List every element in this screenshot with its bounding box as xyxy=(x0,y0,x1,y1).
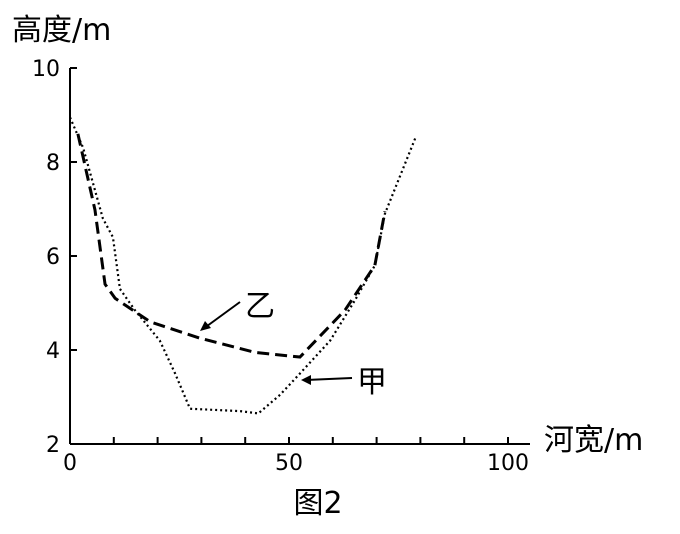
series-line xyxy=(76,133,387,359)
annotation: 乙 xyxy=(245,289,275,324)
y-tick-label: 2 xyxy=(46,433,60,458)
x-axis-label: 河宽/m xyxy=(544,423,643,458)
x-tick-label: 0 xyxy=(63,451,77,476)
annotation: 甲 xyxy=(357,365,387,400)
caption: 图2 xyxy=(293,486,342,521)
x-tick-label: 50 xyxy=(275,451,303,476)
y-tick-label: 8 xyxy=(46,151,60,176)
arrow-head xyxy=(200,321,211,331)
annotation-arrow xyxy=(202,301,241,330)
x-tick-label: 100 xyxy=(487,451,529,476)
y-tick-label: 10 xyxy=(32,57,60,82)
y-axis-label: 高度/m xyxy=(12,13,111,48)
annotation-arrow xyxy=(305,377,353,381)
y-tick-label: 4 xyxy=(46,339,60,364)
arrow-head xyxy=(301,375,311,385)
y-tick-label: 6 xyxy=(46,245,60,270)
